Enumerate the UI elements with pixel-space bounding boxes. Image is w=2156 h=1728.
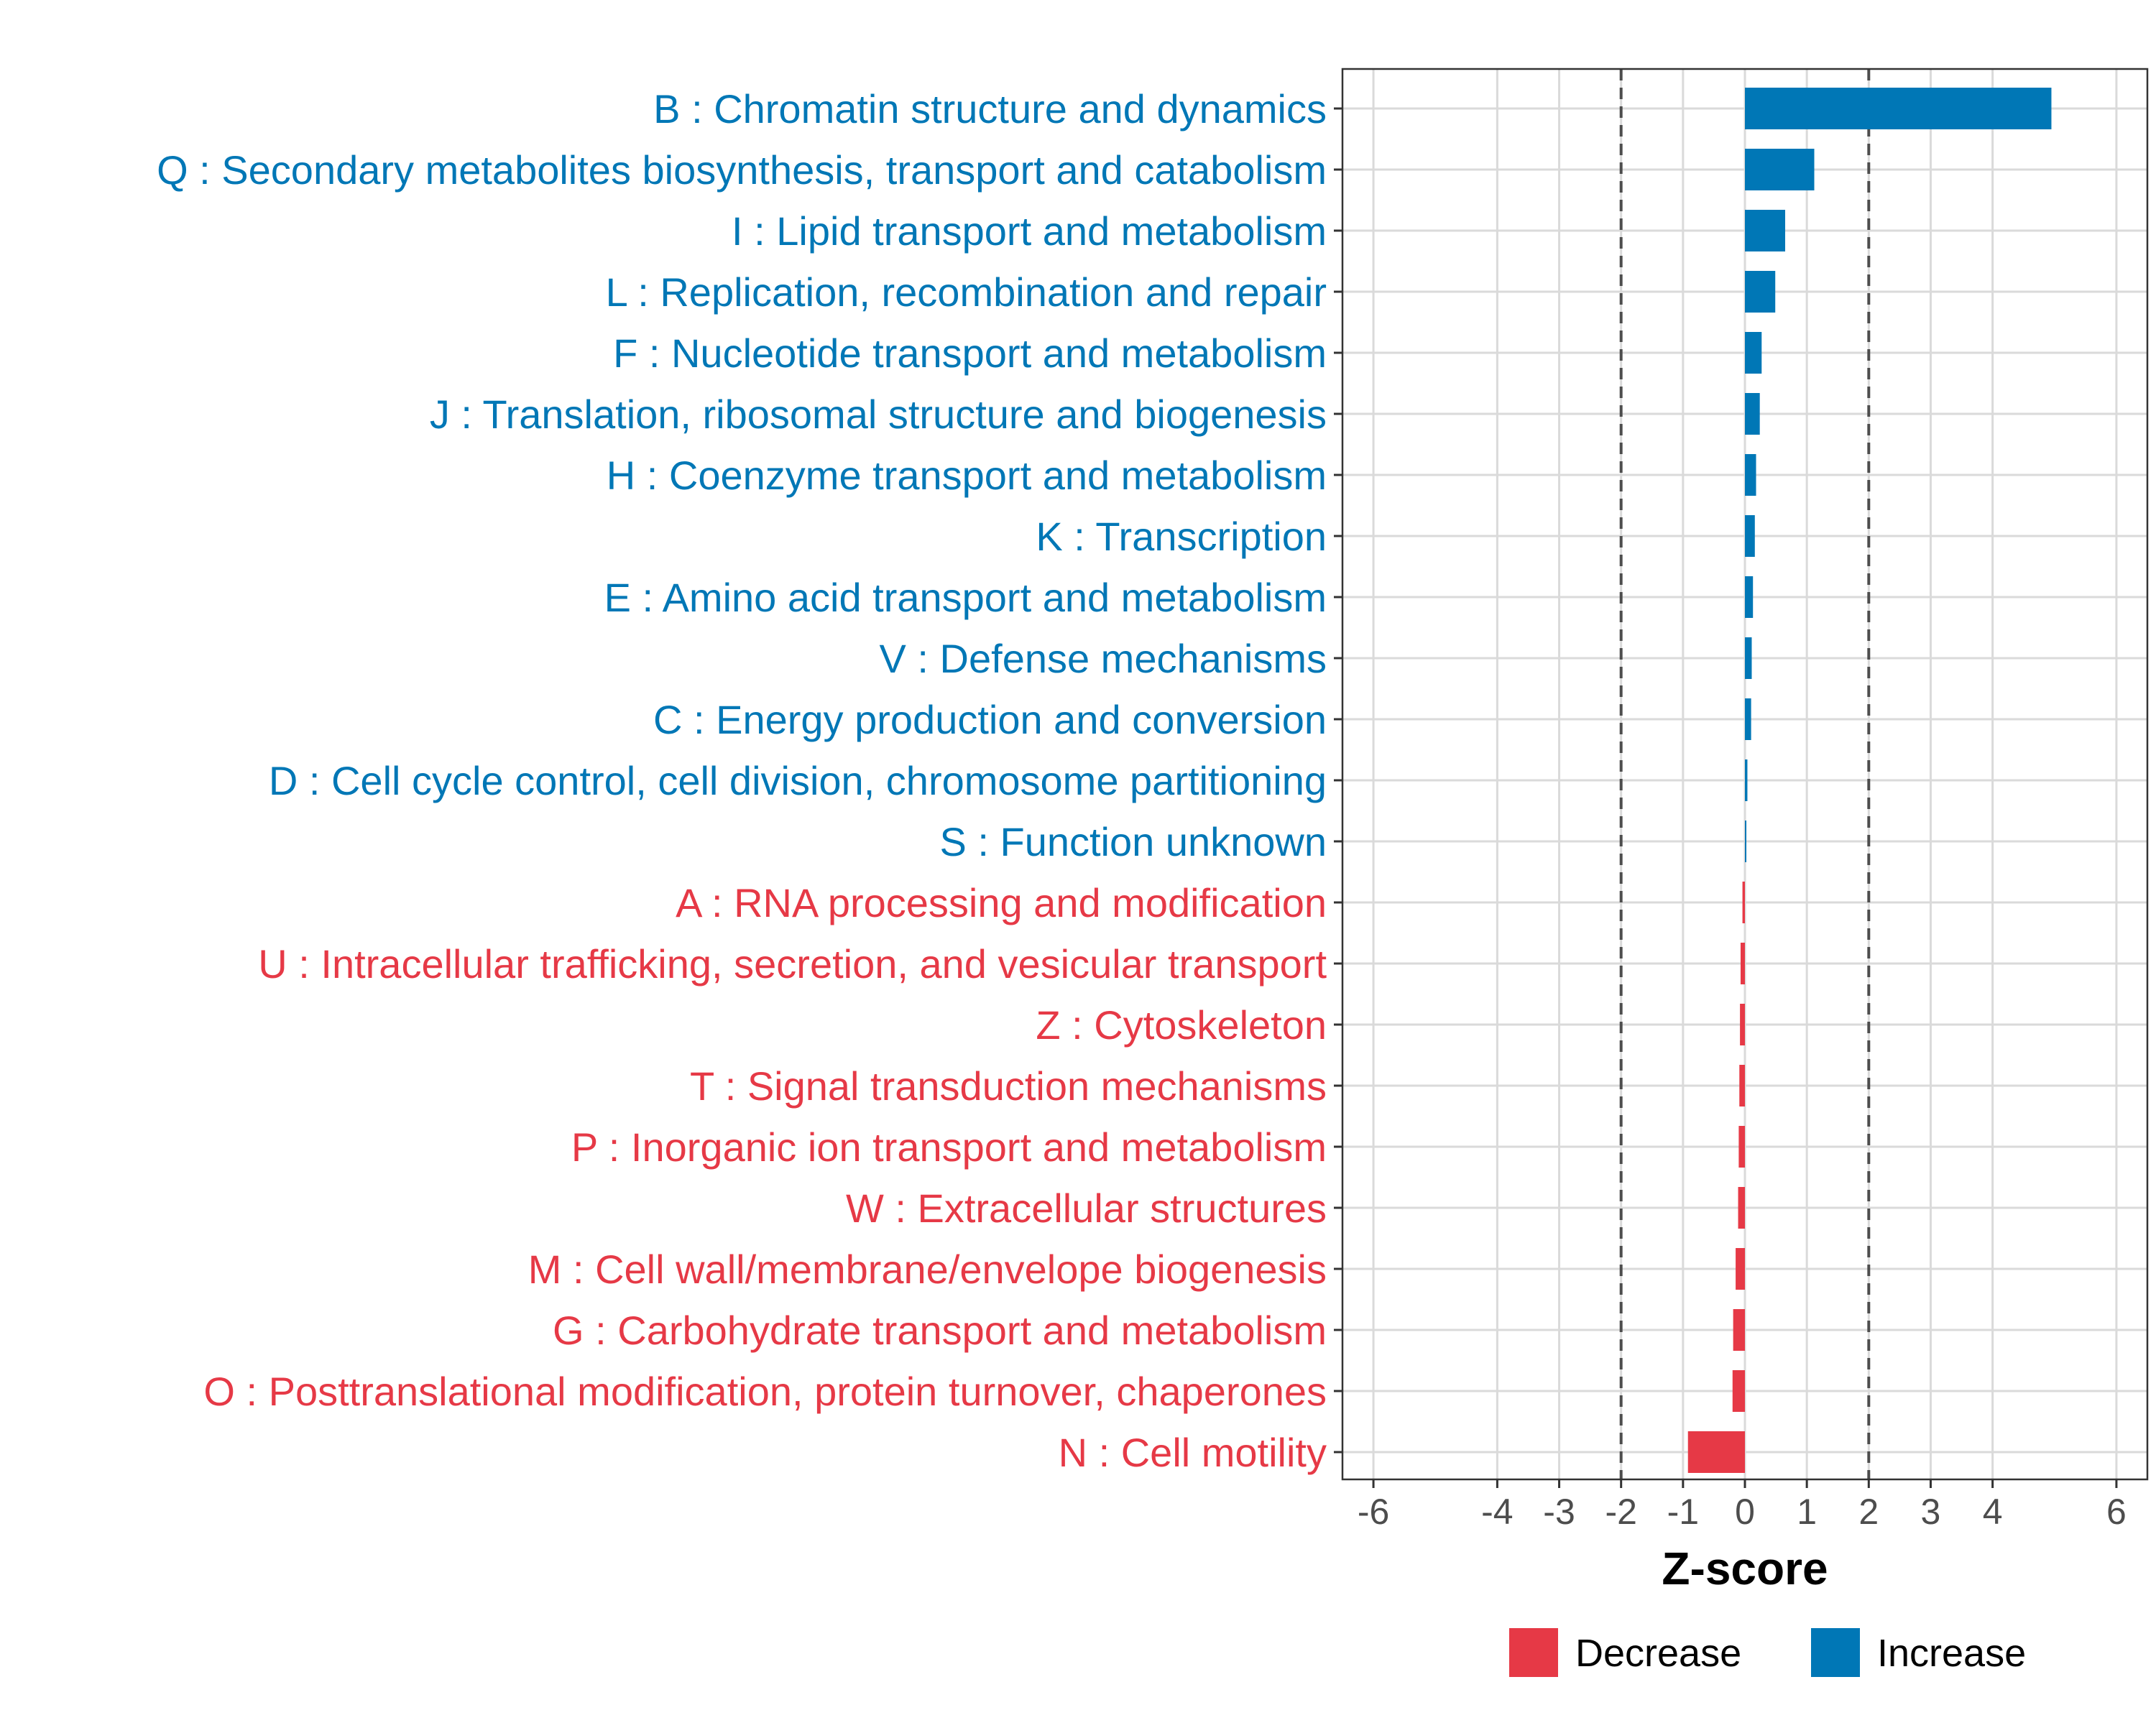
x-tick-label: 3: [1921, 1492, 1941, 1532]
bar: [1745, 637, 1752, 679]
legend-label: Increase: [1877, 1632, 2026, 1675]
category-label: J : Translation, ribosomal structure and…: [430, 392, 1327, 437]
legend-label: Decrease: [1575, 1632, 1741, 1675]
category-label: E : Amino acid transport and metabolism: [604, 575, 1327, 620]
legend: Decrease Increase: [1509, 1628, 2026, 1677]
category-label: O : Posttranslational modification, prot…: [203, 1369, 1327, 1414]
category-label: S : Function unknown: [939, 819, 1327, 864]
bar: [1742, 882, 1745, 923]
category-label: D : Cell cycle control, cell division, c…: [269, 758, 1327, 803]
category-label: F : Nucleotide transport and metabolism: [613, 331, 1327, 376]
bar: [1732, 1370, 1745, 1412]
category-label: N : Cell motility: [1059, 1430, 1327, 1475]
bar: [1745, 332, 1762, 374]
category-label: Q : Secondary metabolites biosynthesis, …: [157, 147, 1327, 193]
category-label: M : Cell wall/membrane/envelope biogenes…: [528, 1247, 1327, 1292]
category-label: I : Lipid transport and metabolism: [732, 208, 1327, 254]
legend-swatch: [1811, 1628, 1860, 1677]
bar: [1738, 1187, 1745, 1229]
category-label: C : Energy production and conversion: [653, 697, 1327, 742]
category-label: U : Intracellular trafficking, secretion…: [258, 941, 1327, 987]
bar: [1745, 210, 1785, 251]
bars: [1687, 88, 2052, 1473]
x-tick-label: -4: [1481, 1492, 1513, 1532]
legend-swatch: [1509, 1628, 1558, 1677]
category-label: T : Signal transduction mechanisms: [690, 1063, 1327, 1109]
bar: [1736, 1248, 1745, 1290]
x-tick-label: -6: [1358, 1492, 1389, 1532]
x-tick-label: 2: [1858, 1492, 1879, 1532]
x-tick-label: 1: [1797, 1492, 1817, 1532]
bar: [1745, 759, 1748, 801]
y-axis-ticks: [1334, 107, 1342, 1454]
x-tick-label: -1: [1667, 1492, 1699, 1532]
x-tick-label: -2: [1605, 1492, 1636, 1532]
x-axis-title: Z-score: [1662, 1543, 1828, 1594]
x-tick-label: 0: [1735, 1492, 1755, 1532]
category-label: K : Transcription: [1036, 514, 1327, 559]
category-labels: B : Chromatin structure and dynamics Q : …: [157, 86, 1327, 1475]
category-label: W : Extracellular structures: [846, 1186, 1327, 1231]
category-label: P : Inorganic ion transport and metaboli…: [571, 1124, 1327, 1170]
x-tick-label: 4: [1983, 1492, 2003, 1532]
bar: [1745, 576, 1754, 618]
bar: [1745, 454, 1756, 496]
category-label: A : RNA processing and modification: [676, 880, 1327, 925]
threshold-lines: [1619, 69, 1871, 1479]
bar: [1739, 1065, 1745, 1106]
x-axis-ticks: -6 -4 -3 -2 -1 0 1 2 3 4 6: [1358, 1479, 2127, 1532]
category-label: Z : Cytoskeleton: [1036, 1002, 1327, 1048]
bar: [1745, 149, 1815, 190]
category-label: L : Replication, recombination and repai…: [606, 269, 1327, 315]
category-label: V : Defense mechanisms: [880, 636, 1327, 681]
category-label: H : Coenzyme transport and metabolism: [607, 453, 1327, 498]
bar: [1745, 821, 1746, 862]
bar: [1745, 271, 1776, 313]
bar: [1738, 1126, 1745, 1168]
bar: [1745, 393, 1760, 435]
x-tick-label: 6: [2106, 1492, 2127, 1532]
bar: [1740, 1004, 1745, 1045]
bar: [1733, 1309, 1745, 1351]
x-tick-label: -3: [1543, 1492, 1575, 1532]
category-label: G : Carbohydrate transport and metabolis…: [553, 1308, 1327, 1353]
bar: [1745, 515, 1755, 557]
bar: [1745, 88, 2052, 129]
bar: [1740, 943, 1745, 984]
category-label: B : Chromatin structure and dynamics: [653, 86, 1327, 131]
bar: [1745, 698, 1751, 740]
bar: [1687, 1431, 1745, 1473]
